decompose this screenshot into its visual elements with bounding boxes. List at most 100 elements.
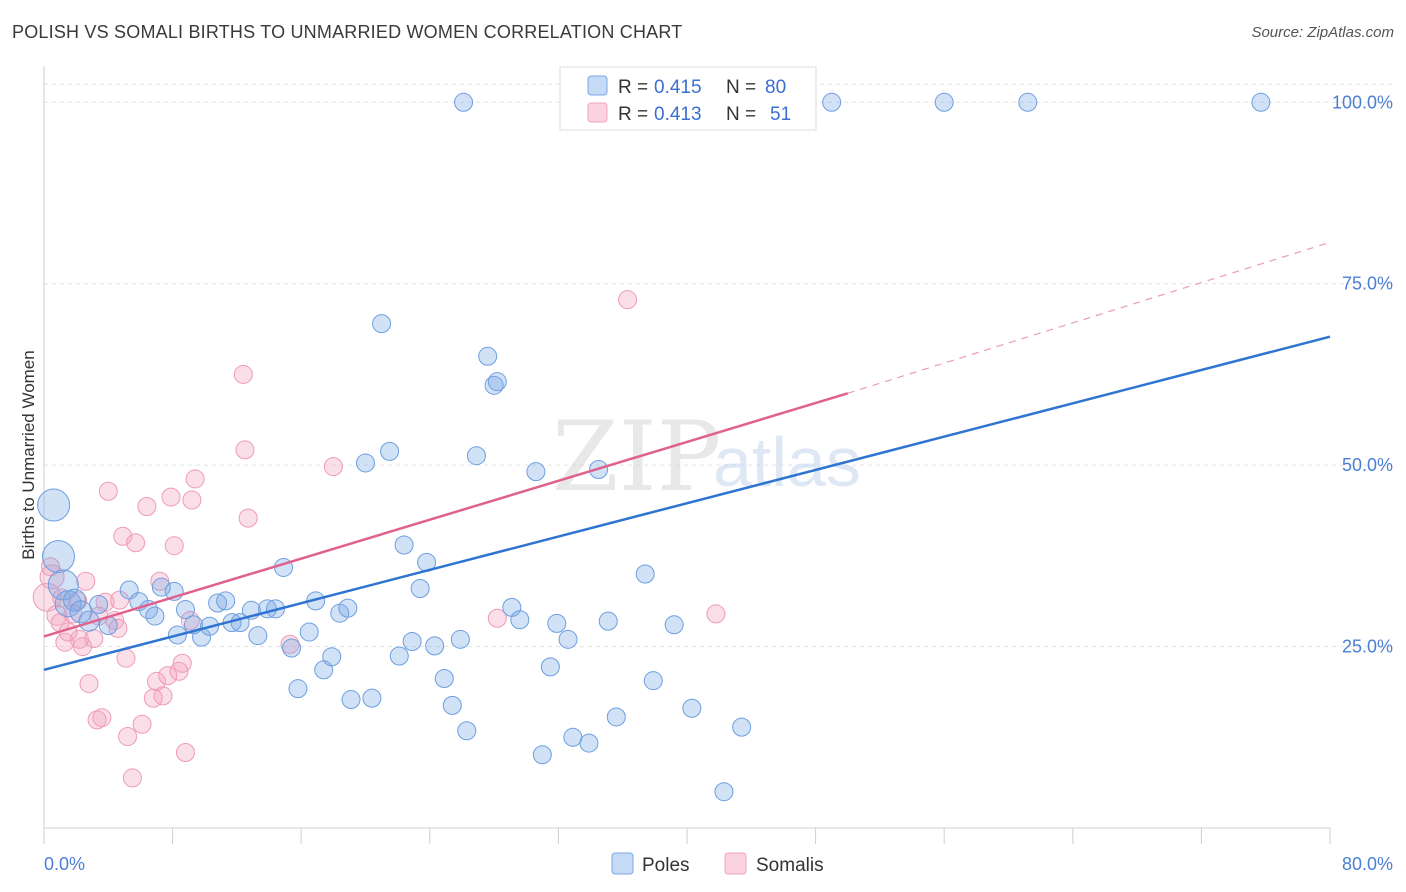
legend-n-value-poles: 80 bbox=[765, 77, 786, 98]
somalis-point bbox=[132, 714, 152, 734]
x-tick-label-max: 80.0% bbox=[1342, 854, 1393, 874]
somalis-point bbox=[69, 629, 89, 649]
somalis-point bbox=[137, 497, 157, 517]
poles-point bbox=[389, 646, 409, 666]
somalis-point bbox=[153, 686, 173, 706]
somalis-point bbox=[238, 508, 258, 528]
somalis-point bbox=[87, 710, 107, 730]
poles-point bbox=[442, 695, 462, 715]
poles-point bbox=[563, 727, 583, 747]
poles-point bbox=[356, 453, 375, 473]
poles-point bbox=[484, 375, 504, 395]
poles-point bbox=[425, 636, 445, 656]
y-tick-label: 75.0% bbox=[1342, 274, 1393, 294]
bottom-legend-label-poles: Poles bbox=[642, 855, 690, 876]
trend-lines bbox=[43, 241, 1331, 672]
legend-r-label-somalis: R = bbox=[618, 104, 648, 125]
somalis-point bbox=[158, 666, 178, 686]
legend: R = 0.415 N = 80 R = 0.413 N = 51 bbox=[559, 66, 817, 131]
series-poles bbox=[37, 92, 1271, 802]
somalis-point bbox=[143, 688, 163, 708]
y-tick-label: 25.0% bbox=[1342, 637, 1393, 657]
somalis-point bbox=[164, 536, 184, 556]
poles-point bbox=[299, 622, 319, 642]
somalis-point bbox=[618, 290, 638, 310]
somalis-trend-line bbox=[43, 392, 849, 638]
poles-point bbox=[579, 733, 599, 753]
poles-point bbox=[41, 540, 75, 574]
y-tick-label: 100.0% bbox=[1332, 92, 1393, 112]
poles-point bbox=[606, 707, 626, 727]
somalis-point bbox=[40, 557, 60, 577]
y-tick-label: 50.0% bbox=[1342, 455, 1393, 475]
somalis-point bbox=[92, 708, 112, 728]
somalis-point bbox=[98, 481, 118, 501]
somalis-point bbox=[487, 608, 507, 628]
source-label: Source: ZipAtlas.com bbox=[1251, 24, 1394, 41]
poles-point bbox=[635, 564, 655, 584]
poles-point bbox=[510, 610, 530, 630]
somalis-point bbox=[182, 490, 202, 510]
poles-point bbox=[466, 446, 486, 466]
somalis-point bbox=[323, 457, 343, 477]
poles-trend-line bbox=[43, 335, 1331, 672]
watermark-atlas: atlas bbox=[713, 423, 861, 501]
bottom-legend-swatch-somalis bbox=[724, 852, 747, 875]
series-somalis bbox=[32, 290, 726, 788]
poles-point bbox=[89, 594, 109, 614]
poles-point bbox=[664, 615, 684, 635]
somalis-point bbox=[235, 440, 255, 460]
poles-point bbox=[434, 669, 454, 689]
poles-point bbox=[282, 638, 302, 658]
poles-point bbox=[410, 579, 430, 599]
poles-point bbox=[598, 611, 618, 631]
poles-point bbox=[362, 688, 382, 708]
poles-point bbox=[248, 626, 268, 646]
somalis-point bbox=[126, 533, 146, 553]
poles-point bbox=[714, 782, 734, 802]
poles-point bbox=[145, 606, 165, 626]
poles-point bbox=[526, 462, 546, 482]
poles-point bbox=[402, 631, 422, 651]
poles-point bbox=[288, 679, 308, 699]
somalis-point bbox=[76, 571, 96, 591]
poles-point bbox=[547, 613, 567, 633]
poles-point bbox=[338, 598, 358, 618]
legend-n-label-somalis: N = bbox=[726, 104, 756, 125]
somalis-trend-extension bbox=[847, 241, 1331, 394]
somalis-point bbox=[118, 727, 138, 747]
poles-point bbox=[175, 600, 195, 620]
poles-point bbox=[78, 610, 100, 632]
poles-point bbox=[380, 441, 400, 461]
axes bbox=[43, 66, 1331, 844]
poles-point bbox=[454, 92, 474, 112]
legend-n-label-poles: N = bbox=[726, 77, 756, 98]
poles-point bbox=[643, 671, 663, 691]
legend-r-value-somalis: 0.413 bbox=[654, 104, 702, 125]
somalis-point bbox=[233, 364, 253, 384]
poles-point bbox=[1251, 92, 1271, 112]
somalis-point bbox=[79, 674, 99, 694]
somalis-point bbox=[172, 653, 192, 673]
somalis-point bbox=[706, 604, 726, 624]
poles-point bbox=[540, 657, 560, 677]
somalis-point bbox=[175, 743, 195, 763]
somalis-point bbox=[161, 487, 181, 507]
poles-point bbox=[63, 588, 87, 612]
poles-point bbox=[450, 629, 470, 649]
somalis-point bbox=[185, 469, 205, 489]
chart-title: POLISH VS SOMALI BIRTHS TO UNMARRIED WOM… bbox=[12, 22, 683, 42]
legend-r-label-poles: R = bbox=[618, 77, 648, 98]
poles-point bbox=[394, 535, 414, 555]
somalis-point bbox=[55, 632, 75, 652]
poles-point bbox=[151, 577, 171, 597]
somalis-point bbox=[116, 648, 136, 668]
poles-point bbox=[1018, 92, 1038, 112]
somalis-point bbox=[147, 671, 167, 691]
poles-point bbox=[934, 92, 954, 112]
poles-point bbox=[208, 593, 228, 613]
bottom-legend-label-somalis: Somalis bbox=[756, 855, 824, 876]
poles-point bbox=[457, 721, 477, 741]
poles-point bbox=[487, 372, 507, 392]
